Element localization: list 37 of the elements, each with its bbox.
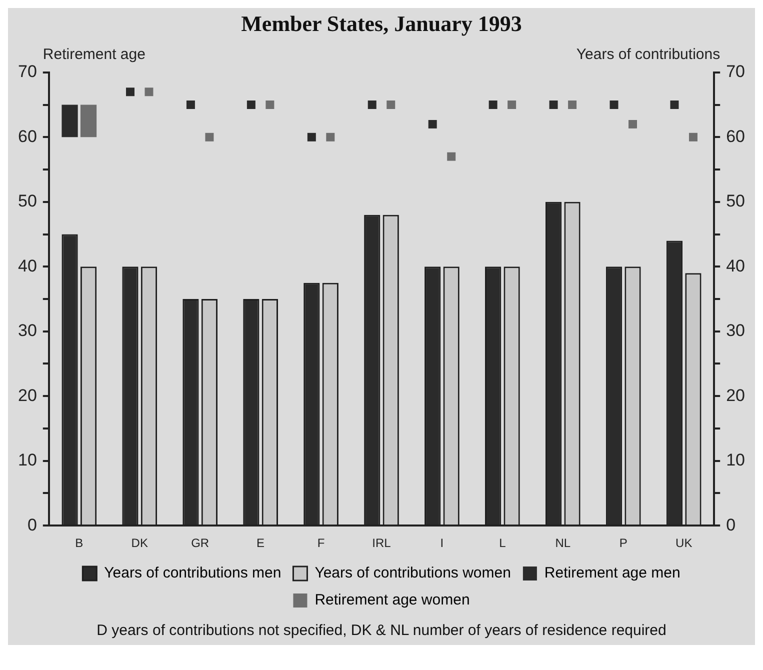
y2-tick-label: 10 — [726, 450, 746, 470]
y2-axis-title: Years of contributions — [576, 46, 720, 64]
x-tick-label: GR — [191, 536, 210, 550]
legend-label: Retirement age women — [314, 592, 470, 609]
y-axis-title: Retirement age — [42, 46, 146, 64]
chart-title: Member States, January 1993 — [241, 10, 522, 36]
x-tick-label: DK — [131, 536, 148, 550]
y2-tick-label: 20 — [726, 386, 746, 405]
x-tick-label: IRL — [372, 536, 392, 550]
y2-tick-label: 60 — [726, 126, 746, 146]
x-tick-label: E — [256, 536, 265, 550]
y-tick-label: 10 — [18, 450, 37, 470]
x-tick-label: B — [75, 536, 84, 550]
y-tick-label: 20 — [18, 386, 37, 405]
text: D years of contributions not specified, DK & NL number of years of residence required — [96, 621, 668, 641]
y-tick-label: 50 — [18, 192, 37, 211]
legend-label: Retirement age men — [544, 564, 680, 582]
y2-tick-label: 40 — [726, 256, 746, 276]
y2-tick-label: 30 — [726, 321, 746, 340]
y-tick-label: 30 — [18, 321, 37, 340]
legend-label: Years of contributions women — [314, 564, 511, 582]
y-tick-label: 60 — [18, 126, 37, 146]
legend-label: Years of contributions men — [104, 564, 282, 582]
x-tick-label: P — [619, 536, 628, 550]
x-tick-label: NL — [555, 536, 571, 550]
x-tick-label: L — [499, 536, 506, 550]
bar — [80, 104, 97, 138]
y-tick-label: 0 — [27, 515, 37, 534]
y2-tick-label: 0 — [726, 515, 736, 534]
x-tick-label: F — [317, 536, 325, 550]
bar — [62, 104, 78, 138]
y2-tick-label: 50 — [726, 192, 746, 211]
y2-tick-label: 70 — [726, 62, 746, 82]
x-tick-label: UK — [676, 536, 692, 550]
x-tick-label: I — [440, 536, 444, 550]
y-tick-label: 70 — [18, 62, 37, 82]
y-tick-label: 40 — [18, 256, 37, 276]
